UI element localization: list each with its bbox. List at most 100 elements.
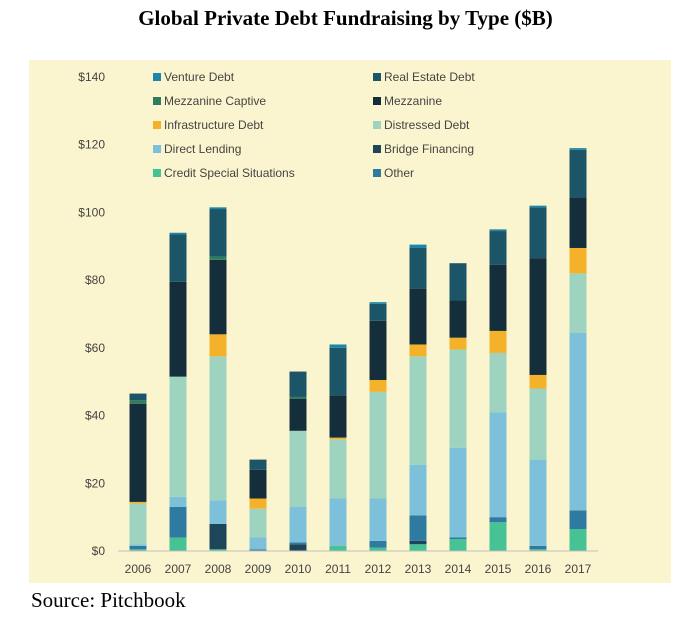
- x-tick-label: 2010: [285, 562, 312, 576]
- bar-segment-infrastructure-debt-2014: [449, 337, 467, 350]
- bar-segment-real-estate-debt-2010: [289, 371, 307, 397]
- y-tick-label: $120: [78, 138, 105, 152]
- legend-label: Other: [384, 166, 414, 180]
- bar-segment-distressed-debt-2016: [529, 388, 547, 460]
- bar-segment-mezzanine-2010: [289, 398, 307, 431]
- bar-segment-venture-debt-2013: [409, 244, 427, 248]
- bar-segment-distressed-debt-2008: [209, 356, 227, 501]
- bar-segment-credit-special-situations-2017: [569, 528, 587, 551]
- bar-segment-credit-special-situations-2013: [409, 544, 427, 551]
- bar-segment-credit-special-situations-2007: [169, 537, 187, 551]
- bar-segment-mezzanine-2014: [449, 300, 467, 338]
- bar-segment-other-2014: [449, 537, 467, 540]
- bar-segment-real-estate-debt-2015: [489, 231, 507, 265]
- chart-title: Global Private Debt Fundraising by Type …: [138, 6, 553, 30]
- bar-segment-mezzanine-2008: [209, 259, 227, 335]
- bar-segment-real-estate-debt-2008: [209, 209, 227, 257]
- bar-segment-other-2010: [289, 542, 307, 545]
- y-tick-label: $80: [85, 273, 105, 287]
- bar-segment-mezzanine-2017: [569, 197, 587, 248]
- x-axis: 2006 2007 2008 2009 2010 2011 2012 2013 2014 2015…: [118, 550, 598, 576]
- bar-segment-mezzanine-captive-2010: [289, 396, 307, 399]
- y-tick-label: $0: [92, 544, 106, 558]
- bar-segment-real-estate-debt-2017: [569, 149, 587, 198]
- legend-swatch: [153, 169, 161, 177]
- x-tick-label: 2011: [325, 562, 351, 576]
- y-tick-label: $60: [85, 341, 105, 355]
- bar-segment-direct-lending-2010: [289, 506, 307, 543]
- bar-segment-direct-lending-2016: [529, 459, 547, 546]
- bar-segment-direct-lending-2007: [169, 496, 187, 507]
- bar-segment-mezzanine-2013: [409, 288, 427, 345]
- legend-label: Venture Debt: [164, 70, 235, 84]
- bar-segment-real-estate-debt-2006: [129, 393, 147, 401]
- bar-segment-mezzanine-2012: [369, 320, 387, 381]
- bar-segment-infrastructure-debt-2012: [369, 380, 387, 392]
- bar-segment-other-2009: [249, 549, 267, 551]
- bar-segment-distressed-debt-2006: [129, 503, 147, 545]
- legend-label: Infrastructure Debt: [164, 118, 264, 132]
- bar-segment-venture-debt-2017: [569, 148, 587, 150]
- x-tick-label: 2017: [565, 562, 592, 576]
- bar-segment-real-estate-debt-2016: [529, 207, 547, 259]
- bar-segment-infrastructure-debt-2009: [249, 498, 267, 509]
- bar-segment-credit-special-situations-2006: [129, 549, 147, 551]
- legend-label: Distressed Debt: [384, 118, 470, 132]
- bar-segment-real-estate-debt-2009: [249, 459, 267, 470]
- bar-segment-credit-special-situations-2016: [529, 549, 547, 551]
- bar-segment-mezzanine-2011: [329, 395, 347, 438]
- bar-segment-credit-special-situations-2015: [489, 522, 507, 551]
- bar-segment-infrastructure-debt-2015: [489, 330, 507, 353]
- bar-segment-mezzanine-captive-2006: [129, 400, 147, 404]
- y-tick-label: $140: [78, 70, 105, 84]
- bar-segment-infrastructure-debt-2008: [209, 334, 227, 357]
- y-tick-label: $40: [85, 409, 105, 423]
- x-tick-label: 2013: [405, 562, 432, 576]
- bar-segment-real-estate-debt-2012: [369, 303, 387, 321]
- legend-swatch: [153, 97, 161, 105]
- bar-segment-mezzanine-2015: [489, 264, 507, 331]
- bar-segment-direct-lending-2012: [369, 498, 387, 541]
- legend-swatch: [153, 121, 161, 129]
- bar-segment-direct-lending-2014: [449, 447, 467, 538]
- x-tick-label: 2014: [445, 562, 472, 576]
- bar-segment-infrastructure-debt-2016: [529, 374, 547, 389]
- legend-label: Bridge Financing: [384, 142, 474, 156]
- legend-swatch: [373, 97, 381, 105]
- bar-segment-bridge-financing-2010: [289, 544, 307, 551]
- legend-label: Mezzanine Captive: [164, 94, 266, 108]
- y-tick-label: $20: [85, 476, 105, 490]
- bar-segment-distressed-debt-2014: [449, 349, 467, 448]
- legend-label: Real Estate Debt: [384, 70, 475, 84]
- bar-segment-other-2013: [409, 515, 427, 541]
- bar-segment-direct-lending-2008: [209, 500, 227, 524]
- legend-label: Credit Special Situations: [164, 166, 295, 180]
- legend-label: Mezzanine: [384, 94, 442, 108]
- x-tick-label: 2012: [365, 562, 392, 576]
- x-tick-label: 2009: [245, 562, 272, 576]
- bar-segment-distressed-debt-2011: [329, 439, 347, 499]
- x-tick-label: 2007: [165, 562, 192, 576]
- bar-segment-direct-lending-2011: [329, 498, 347, 546]
- bar-segment-other-2015: [489, 517, 507, 523]
- bar-segment-bridge-financing-2013: [409, 540, 427, 545]
- y-axis: $0 $20 $40 $60 $80 $100 $120 $140: [78, 70, 105, 558]
- bar-segment-infrastructure-debt-2013: [409, 344, 427, 357]
- bar-segment-distressed-debt-2015: [489, 352, 507, 413]
- bar-segment-other-2007: [169, 506, 187, 538]
- legend-swatch: [373, 145, 381, 153]
- bar-segment-credit-special-situations-2008: [209, 549, 227, 551]
- x-tick-label: 2016: [525, 562, 552, 576]
- bar-segment-mezzanine-2007: [169, 281, 187, 377]
- y-tick-label: $100: [78, 205, 105, 219]
- bar-segment-other-2017: [569, 510, 587, 529]
- x-tick-label: 2015: [485, 562, 512, 576]
- bar-segment-mezzanine-captive-2008: [209, 256, 227, 260]
- bar-segment-venture-debt-2015: [489, 229, 507, 232]
- bar-segment-venture-debt-2016: [529, 205, 547, 208]
- bar-segment-mezzanine-2006: [129, 403, 147, 502]
- bar-segment-venture-debt-2007: [169, 232, 187, 235]
- bars: [129, 148, 587, 551]
- legend-label: Direct Lending: [164, 142, 241, 156]
